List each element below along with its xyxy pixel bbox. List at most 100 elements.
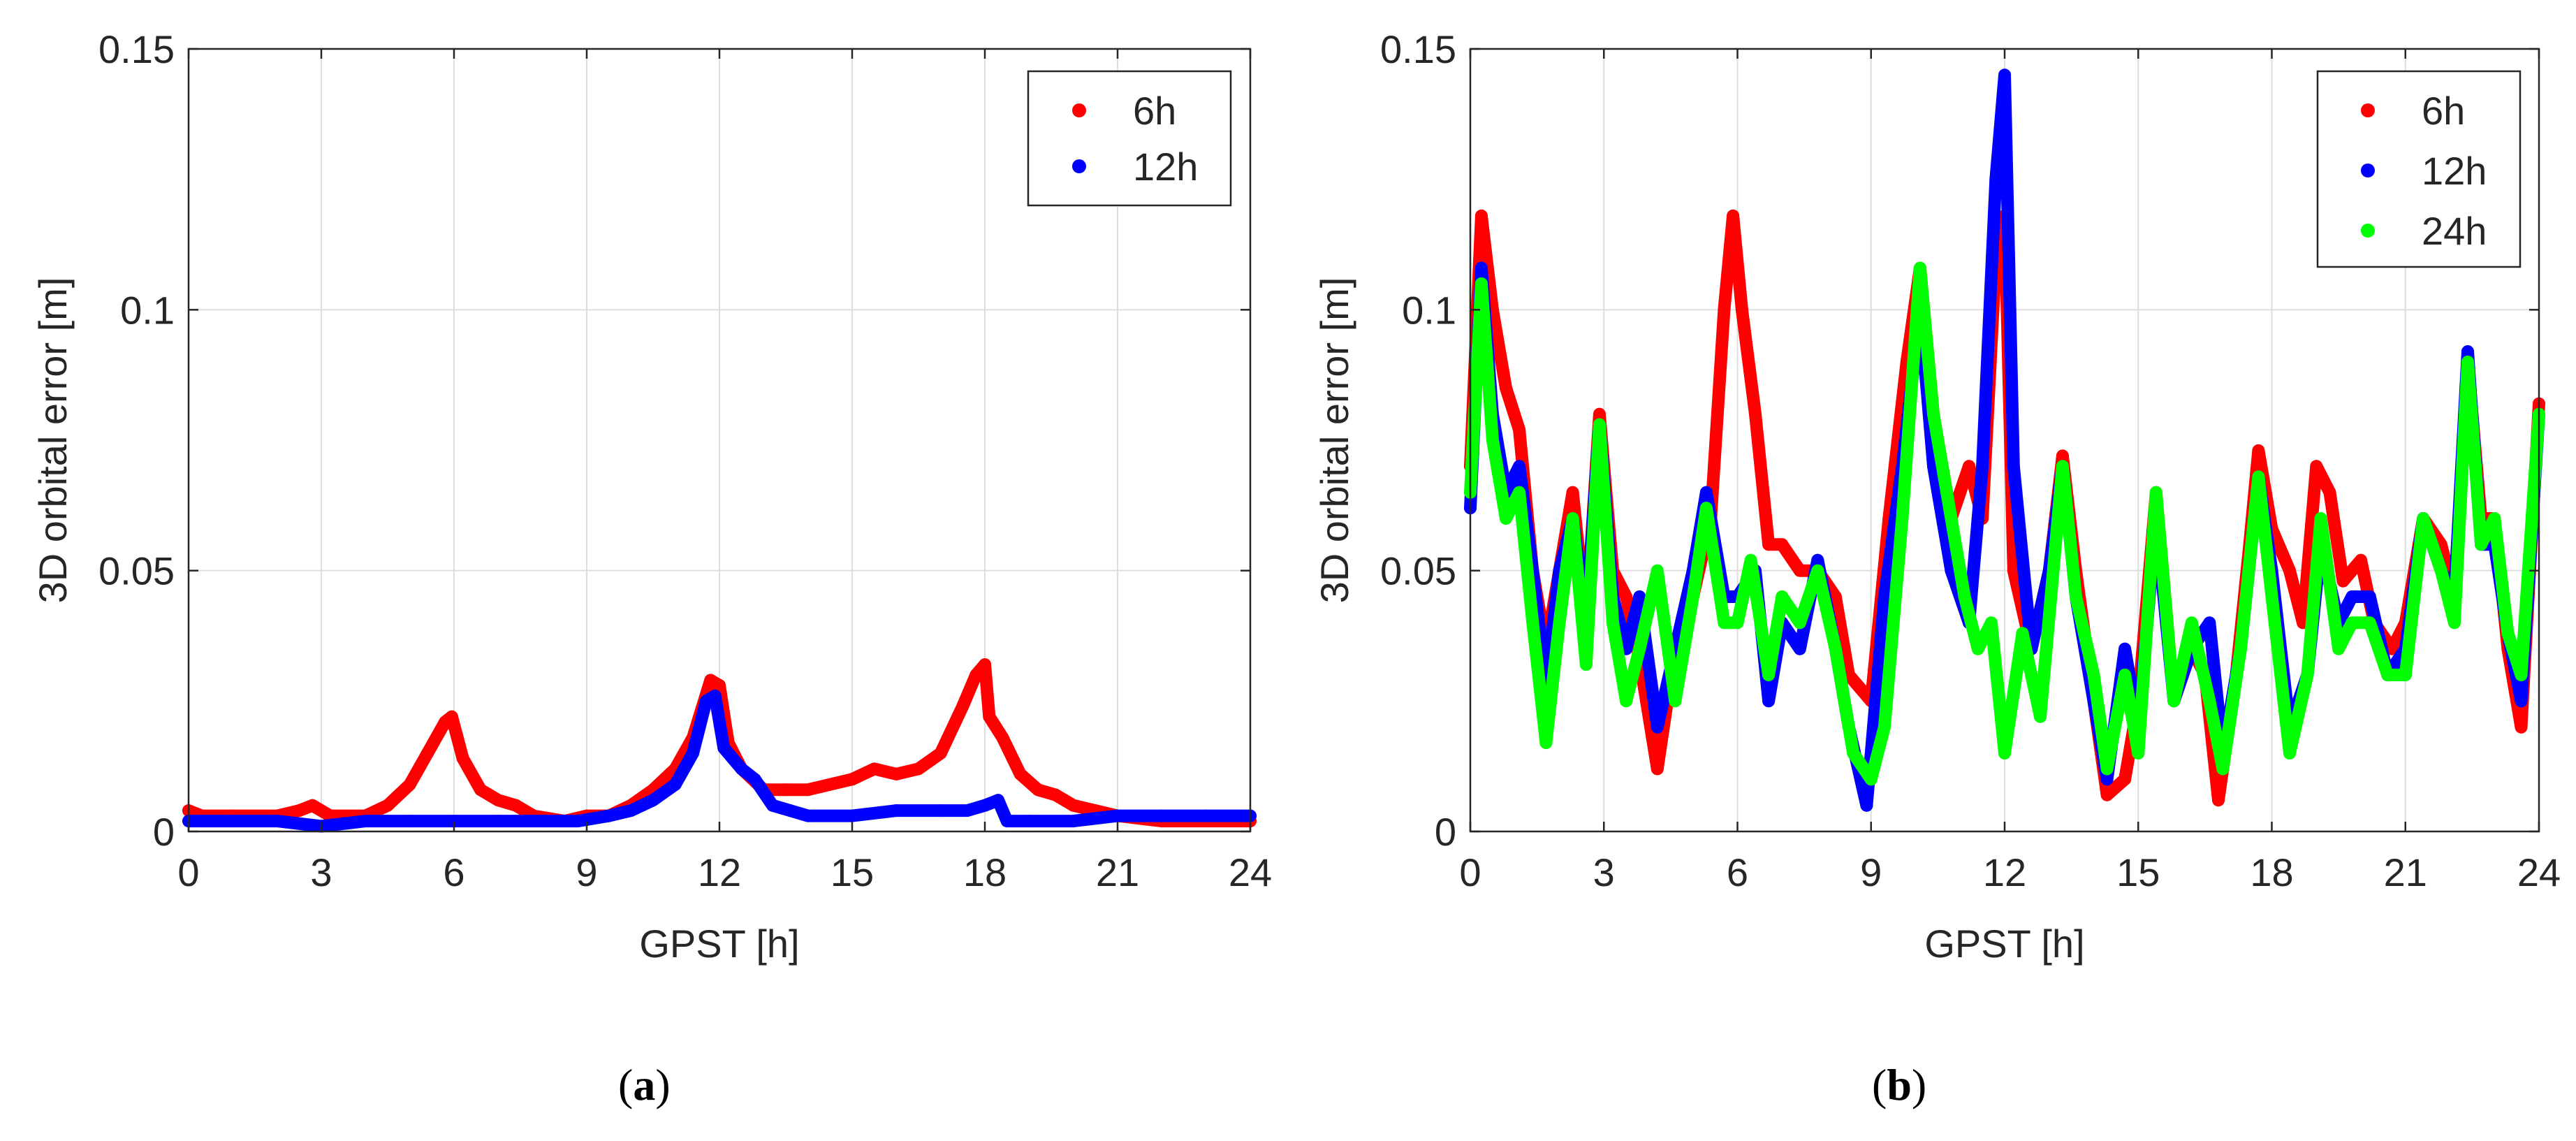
panel-b-series-6h-point [2385,642,2399,655]
panel-b-series-24h-point [1896,512,1909,525]
panel-b-series-6h-point [2100,788,2114,801]
panel-b-series-6h-point [1593,407,1606,421]
panel-b-series-24h-point [1762,669,1776,681]
panel-a-series-6h-point [912,762,925,776]
panel-a-series-6h-point [1032,783,1044,797]
panel-b-series-24h-point [1984,616,1998,630]
panel-b-series-6h-point [1727,209,1740,222]
panel-b-series-24h-point [1958,590,1971,603]
panel-b-y-ticks: 0 0.05 0.1 0.15 [1380,27,2539,854]
panel-a-series-6h-point [403,778,416,791]
panel-a-series-12h-point [801,809,814,822]
panel-b-series-24h-point [2252,470,2265,484]
panel-b-series-6h-point [1749,407,1762,421]
panel-b-series-24h-point [2461,356,2474,368]
panel-b-legend-box [2316,70,2522,268]
caption-b-letter: b [1887,1060,1912,1110]
panel-b-series-6h-point [2056,449,2069,463]
panel-b-y-axis-label: 3D orbital error [m] [1312,277,1356,604]
panel-b-legend-label-24h: 24h [2422,209,2487,253]
panel-b-series-24h-point [1686,590,1699,603]
panel-b-series-24h-point [2149,486,2162,499]
panel-a-x-ticks: 0 3 6 9 12 15 18 21 24 [177,49,1272,894]
panel-b-x-tick-label: 3 [1593,850,1615,894]
panel-a-x-tick-label: 3 [310,850,332,894]
panel-b-legend: 6h 12h 24h [2316,70,2522,268]
panel-b-data-points [1464,68,2545,812]
panel-a-series-12h-point [1199,809,1213,822]
panel-b-series-6h-point [2355,553,2367,567]
panel-b-series-24h-point [1526,616,1539,630]
panel-b-series-24h-point [2167,695,2181,708]
caption-b-open: ( [1872,1060,1887,1110]
panel-b-series-24h-point [1998,747,2011,760]
panel-b-series-24h-point [2447,616,2461,630]
panel-a-x-tick-label: 15 [830,850,874,894]
panel-b-series-6h-point [2323,486,2336,499]
panel-a-series-12h-point [934,804,947,817]
panel-b-series-24h-point [2265,590,2278,603]
panel-a-series-6h-point [801,783,814,797]
panel-a-series-6h-point [824,778,837,791]
panel-b-series-24h-point [2087,669,2100,681]
panel-b-series-24h-point [1776,590,1789,603]
panel-b-series-6h-point [1735,303,1748,317]
panel-b-series-6h-point [1963,460,1975,473]
panel-b-y-tick-label: 0.15 [1380,27,1456,71]
panel-a-series-6h-point [983,710,996,723]
panel-b-series-24h-point [2283,747,2296,760]
panel-b-series-6h-point [2252,444,2265,457]
panel-b-series-12h-point [2100,773,2114,786]
panel-b-series-24h-point [2501,627,2515,640]
panel-b-series-6h-point [1718,303,1731,317]
panel-a-y-tick-label: 0 [153,810,175,854]
panel-b-series-24h-point [1829,642,1842,655]
panel-b-series-24h-point [1651,564,1664,577]
panel-b-series-24h-point [2234,642,2247,655]
panel-a-series-12h-point [717,741,731,755]
panel-b-series-6h-point [1651,762,1664,776]
panel-a-series-12h-point [602,809,615,822]
panel-b-series-24h-point [2417,512,2430,525]
panel-b-series-24h-point [2100,762,2114,776]
panel-b-series-24h-point [2475,538,2488,551]
panel-b-series-6h-point [2283,564,2296,577]
panel-b-series-24h-point [1513,486,1526,499]
panel-b-series-12h-point [1651,720,1664,734]
panel-a-series-6h-point [1013,767,1027,780]
panel-b-series-6h-point [1566,486,1579,499]
panel-b-series-12h-point [1976,460,1989,473]
panel-a-series-6h-point [474,783,487,797]
panel-a-x-tick-label: 6 [443,850,464,894]
panel-a-series-12h-point [571,815,585,828]
panel-a-y-tick-label: 0.15 [98,27,175,71]
panel-b-series-24h-point [1699,502,1713,515]
panel-b-series-12h-point [1989,173,2003,186]
panel-b-series-12h-point [1699,486,1713,499]
caption-b-close: ) [1912,1060,1926,1110]
panel-a-data-points [182,658,1257,833]
panel-a-series-12h-point [735,762,748,776]
panel-b-series-12h-point [2007,460,2020,473]
panel-b-series-24h-point [1847,747,1860,760]
panel-b-series-24h-point [1669,695,1682,708]
panel-b-legend-marker-24h [2361,224,2375,238]
panel-b-series-12h-point [1762,695,1776,708]
panel-b-series-6h-point [1513,423,1526,437]
panel-a-series-12h-point [647,794,659,807]
panel-b-series-12h-point [2461,345,2474,358]
panel-b-series-24h-point [1927,407,1940,421]
panel-b-series-24h-point [1566,512,1579,525]
panel-b-x-tick-label: 6 [1727,850,1748,894]
panel-b-series-24h-point [2515,669,2528,681]
panel-a-legend-label-12h: 12h [1133,145,1198,189]
panel-b-series-12h-point [2346,590,2359,603]
panel-b-y-tick-label: 0 [1435,810,1456,854]
panel-b-series-6h-point [2007,564,2020,577]
panel-a-series-6h-point [979,658,991,671]
panel-a-x-tick-label: 18 [963,850,1007,894]
panel-b-series-24h-point [2034,710,2047,723]
panel-a-x-tick-label: 21 [1096,850,1139,894]
panel-b-series-24h-point [1731,616,1744,630]
